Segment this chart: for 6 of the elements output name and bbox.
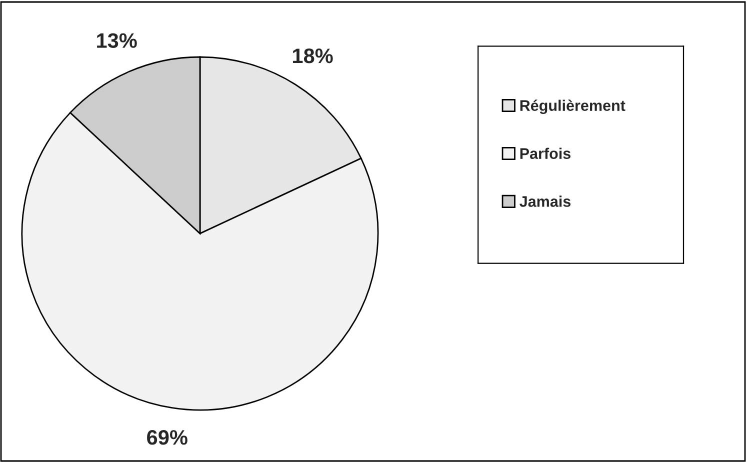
data-label: 18% — [293, 48, 333, 64]
data-label: 69% — [147, 430, 188, 445]
legend-label: Régulièrement — [520, 100, 626, 114]
legend-label: Parfois — [520, 148, 570, 159]
legend-label: Jamais — [520, 196, 571, 207]
data-label: 13% — [97, 33, 137, 48]
